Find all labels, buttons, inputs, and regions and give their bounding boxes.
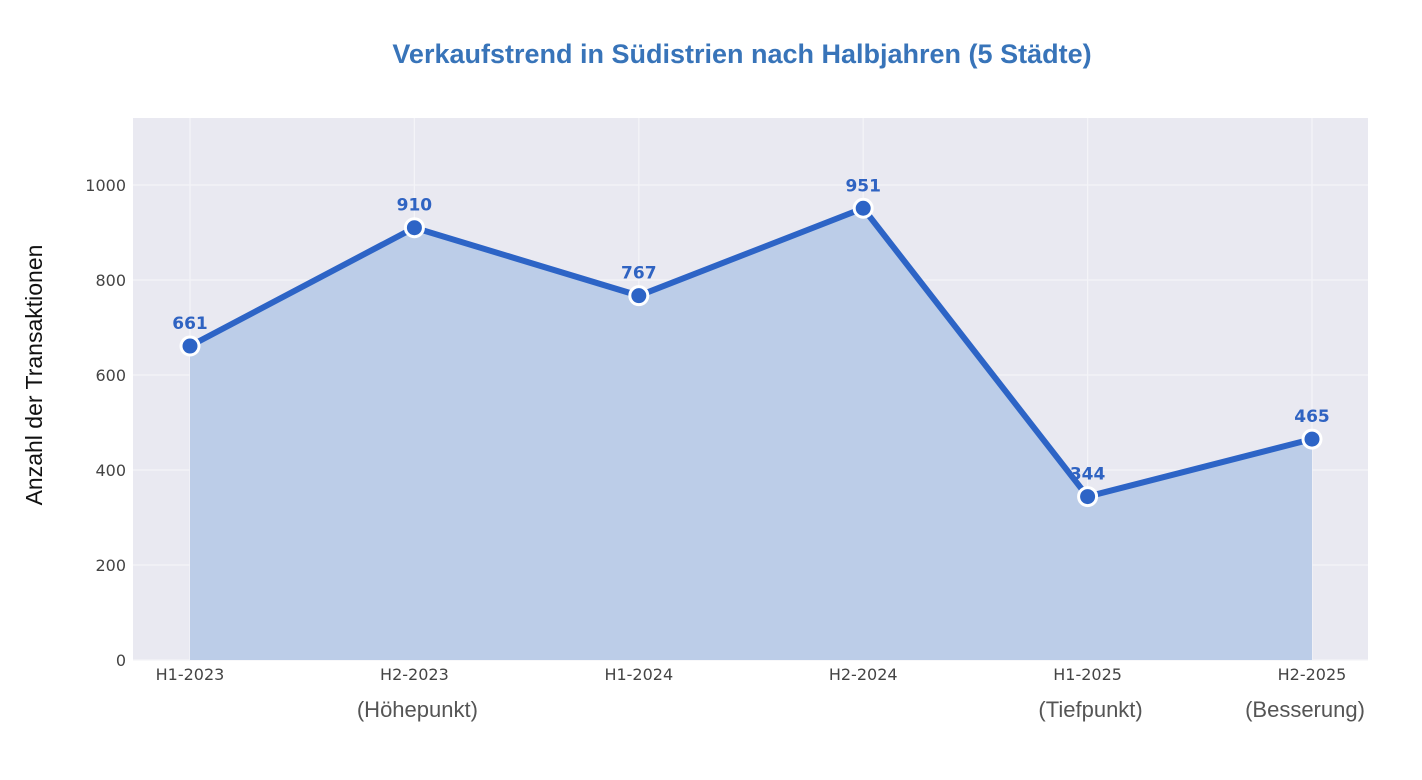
data-point [852,197,874,219]
data-label: 661 [172,314,208,334]
data-point [1077,486,1099,508]
data-point [1301,428,1323,450]
y-tick-label: 1000 [85,176,126,195]
x-tick-label: H2-2025 [1278,665,1347,684]
x-annotation: (Höhepunkt) [357,697,478,722]
x-tick-label: H2-2024 [829,665,898,684]
data-label: 344 [1070,465,1106,485]
data-label: 951 [845,176,881,196]
x-tick-label: H1-2024 [604,665,673,684]
series-line [188,205,1313,500]
x-tick-label: H1-2023 [156,665,225,684]
chart-title: Verkaufstrend in Südistrien nach Halbjah… [392,39,1091,69]
x-tick-label: H2-2023 [380,665,449,684]
y-tick-label: 0 [116,651,126,670]
data-point [403,217,425,239]
y-axis-label: Anzahl der Transaktionen [21,245,47,506]
y-tick-label: 800 [95,271,126,290]
y-tick-label: 200 [95,556,126,575]
data-label: 465 [1294,407,1330,427]
y-tick-label: 600 [95,366,126,385]
data-label: 767 [621,264,657,284]
data-label: 910 [397,196,433,216]
x-annotation: (Besserung) [1245,697,1365,722]
area-fill [190,208,1312,661]
x-annotation: (Tiefpunkt) [1038,697,1142,722]
y-tick-label: 400 [95,461,126,480]
data-point [628,285,650,307]
x-tick-label: H1-2025 [1053,665,1122,684]
data-point [179,335,201,357]
